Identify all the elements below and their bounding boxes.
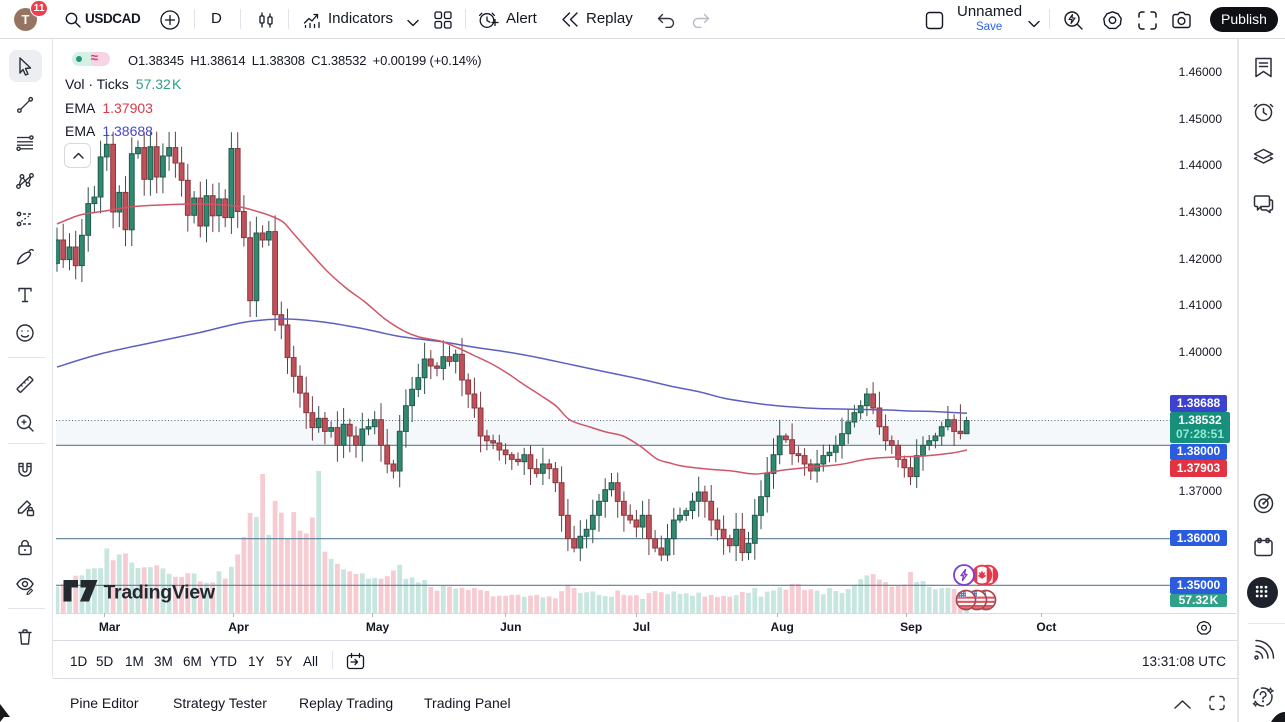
svg-text:TradingView: TradingView bbox=[104, 582, 216, 604]
